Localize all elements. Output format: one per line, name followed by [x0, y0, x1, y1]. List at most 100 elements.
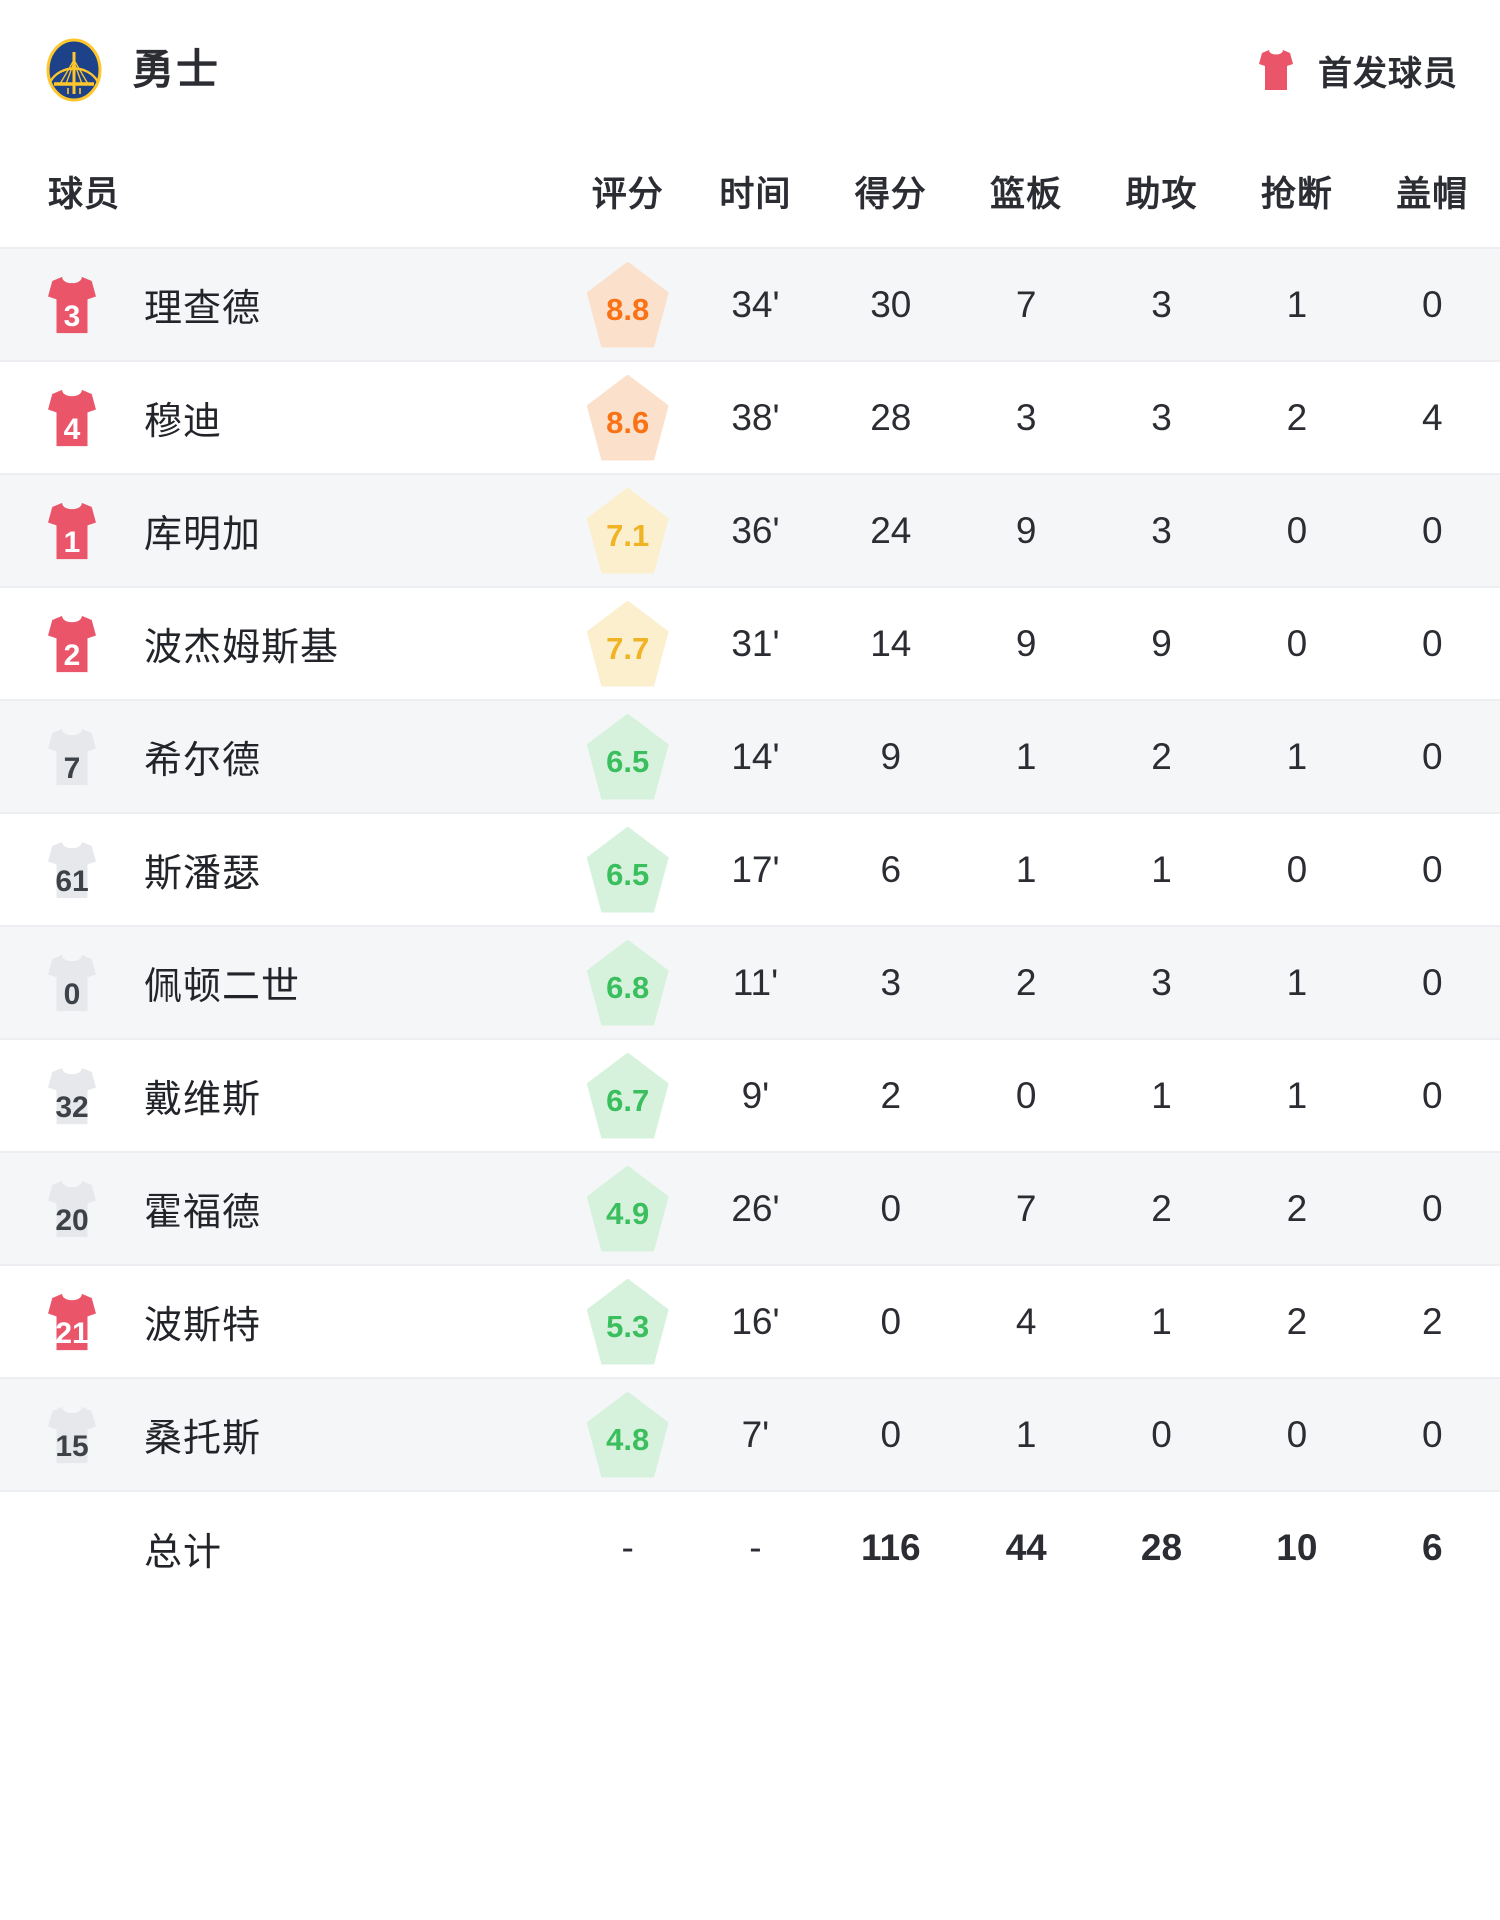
blocks-cell: 4: [1421, 396, 1443, 438]
blocks-cell: 0: [1421, 1413, 1443, 1455]
jersey-number: 15: [55, 1429, 89, 1463]
jersey-icon: 4: [42, 387, 102, 449]
rating-badge: 8.8: [586, 261, 669, 348]
points-cell: 28: [870, 396, 912, 438]
rebounds-cell: 2: [1015, 961, 1037, 1003]
jersey-icon: 1: [42, 500, 102, 562]
jersey-icon: 2: [42, 613, 102, 675]
starters-legend: 首发球员: [1256, 46, 1458, 95]
rating-badge: 6.7: [586, 1052, 669, 1139]
player-cell[interactable]: 3 理查德: [0, 248, 568, 361]
jersey-number: 2: [63, 638, 81, 672]
steals-cell: 0: [1286, 509, 1308, 551]
column-header-points[interactable]: 得分: [854, 175, 927, 214]
jersey-icon: 7: [42, 726, 102, 788]
minutes-cell: 31': [731, 622, 780, 664]
jersey-icon: 32: [42, 1065, 102, 1127]
assists-cell: 3: [1151, 396, 1172, 438]
column-header-player[interactable]: 球员: [48, 175, 121, 214]
player-name: 霍福德: [144, 1192, 262, 1234]
rating-cell: 8.8: [568, 248, 688, 361]
minutes-cell: 38': [731, 396, 780, 438]
rating-badge: 6.5: [586, 713, 669, 800]
table-row[interactable]: 7 希尔德 6.5 14' 9 1 2 1 0: [0, 700, 1500, 813]
table-row[interactable]: 2 波杰姆斯基 7.7 31' 14 9 9 0 0: [0, 587, 1500, 700]
rating-cell: 4.8: [568, 1378, 688, 1491]
table-row[interactable]: 15 桑托斯 4.8 7' 0 1 0 0 0: [0, 1378, 1500, 1491]
jersey-number: 0: [63, 977, 81, 1011]
total-label-text: 总计: [144, 1531, 223, 1574]
rebounds-cell: 7: [1015, 283, 1037, 325]
player-name: 戴维斯: [144, 1079, 262, 1121]
rebounds-cell: 0: [1015, 1074, 1037, 1116]
total-rebounds: 44: [1005, 1527, 1047, 1568]
total-blocks: 6: [1421, 1527, 1443, 1568]
table-row[interactable]: 0 佩顿二世 6.8 11' 3 2 3 1 0: [0, 926, 1500, 1039]
jersey-number: 7: [63, 751, 81, 785]
player-name: 桑托斯: [144, 1418, 262, 1460]
blocks-cell: 0: [1421, 509, 1443, 551]
rating-badge: 7.1: [586, 487, 669, 574]
blocks-cell: 0: [1421, 283, 1443, 325]
column-header-minutes[interactable]: 时间: [719, 175, 792, 214]
total-label: 总计: [0, 1491, 568, 1604]
player-cell[interactable]: 32 戴维斯: [0, 1039, 568, 1152]
player-name: 库明加: [144, 514, 262, 556]
column-header-assists[interactable]: 助攻: [1125, 175, 1198, 214]
player-cell[interactable]: 7 希尔德: [0, 700, 568, 813]
rebounds-cell: 1: [1015, 1413, 1037, 1455]
assists-cell: 3: [1151, 283, 1172, 325]
column-header-blocks[interactable]: 盖帽: [1396, 175, 1469, 214]
team-identity[interactable]: 勇士: [42, 38, 220, 102]
player-cell[interactable]: 4 穆迪: [0, 361, 568, 474]
table-row[interactable]: 1 库明加 7.1 36' 24 9 3 0 0: [0, 474, 1500, 587]
jersey-number: 32: [55, 1090, 89, 1124]
jersey-icon: 21: [42, 1291, 102, 1353]
assists-cell: 3: [1151, 961, 1172, 1003]
jersey-number: 20: [55, 1203, 89, 1237]
team-name: 勇士: [132, 46, 221, 93]
minutes-cell: 36': [731, 509, 780, 551]
player-cell[interactable]: 2 波杰姆斯基: [0, 587, 568, 700]
jersey-icon: 0: [42, 952, 102, 1014]
assists-cell: 3: [1151, 509, 1172, 551]
rating-badge: 6.5: [586, 826, 669, 913]
blocks-cell: 2: [1421, 1300, 1443, 1342]
table-row[interactable]: 20 霍福德 4.9 26' 0 7 2 2 0: [0, 1152, 1500, 1265]
column-header-rating[interactable]: 评分: [591, 175, 664, 214]
rating-badge: 4.8: [586, 1391, 669, 1478]
minutes-cell: 34': [731, 283, 780, 325]
table-row[interactable]: 4 穆迪 8.6 38' 28 3 3 2 4: [0, 361, 1500, 474]
table-row[interactable]: 21 波斯特 5.3 16' 0 4 1 2 2: [0, 1265, 1500, 1378]
rebounds-cell: 1: [1015, 848, 1037, 890]
player-cell[interactable]: 20 霍福德: [0, 1152, 568, 1265]
player-cell[interactable]: 21 波斯特: [0, 1265, 568, 1378]
rating-cell: 6.8: [568, 926, 688, 1039]
steals-cell: 2: [1286, 1187, 1308, 1229]
player-stats-table: 球员 评分 时间 得分 篮板 助攻 抢断 盖帽 3 理查德 8.8 34' 3 0 7 3 1 0…: [0, 140, 1500, 1604]
total-points: 116: [860, 1527, 921, 1568]
points-cell: 14: [870, 622, 912, 664]
table-row[interactable]: 61 斯潘瑟 6.5 17' 6 1 1 0 0: [0, 813, 1500, 926]
steals-cell: 2: [1286, 1300, 1308, 1342]
column-header-steals[interactable]: 抢断: [1260, 175, 1333, 214]
table-row[interactable]: 3 理查德 8.8 34' 30 7 3 1 0: [0, 248, 1500, 361]
table-row[interactable]: 32 戴维斯 6.7 9' 2 0 1 1 0: [0, 1039, 1500, 1152]
minutes-cell: 9': [741, 1074, 770, 1116]
rating-badge: 8.6: [586, 374, 669, 461]
rating-badge: 6.8: [586, 939, 669, 1026]
player-name: 波斯特: [144, 1305, 262, 1347]
assists-cell: 2: [1151, 735, 1172, 777]
total-row: 总计 - - 116 44 28 10 6: [0, 1491, 1500, 1604]
assists-cell: 2: [1151, 1187, 1172, 1229]
player-cell[interactable]: 0 佩顿二世: [0, 926, 568, 1039]
player-cell[interactable]: 1 库明加: [0, 474, 568, 587]
player-name: 波杰姆斯基: [144, 627, 340, 669]
player-cell[interactable]: 15 桑托斯: [0, 1378, 568, 1491]
column-header-rebounds[interactable]: 篮板: [990, 175, 1063, 214]
steals-cell: 1: [1286, 283, 1308, 325]
player-name: 穆迪: [144, 401, 223, 443]
player-cell[interactable]: 61 斯潘瑟: [0, 813, 568, 926]
assists-cell: 9: [1151, 622, 1172, 664]
blocks-cell: 0: [1421, 622, 1443, 664]
